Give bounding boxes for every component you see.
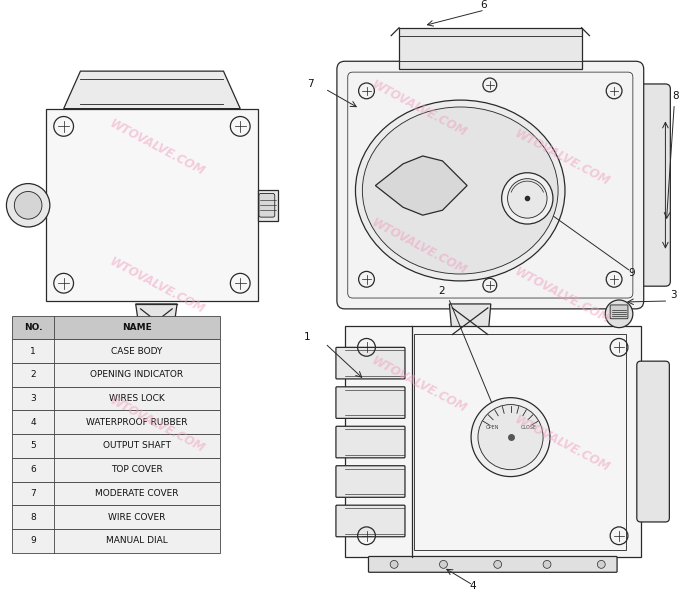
- Bar: [12, 363, 219, 387]
- Circle shape: [439, 561, 447, 568]
- Text: WTOVALVE.COM: WTOVALVE.COM: [369, 354, 469, 416]
- Text: WTOVALVE.COM: WTOVALVE.COM: [512, 265, 612, 327]
- Text: MANUAL DIAL: MANUAL DIAL: [106, 536, 167, 545]
- Polygon shape: [449, 304, 491, 339]
- Text: 9: 9: [30, 536, 36, 545]
- Text: 3: 3: [670, 290, 677, 300]
- Text: 3: 3: [30, 394, 36, 403]
- Polygon shape: [64, 71, 240, 108]
- FancyBboxPatch shape: [399, 28, 581, 69]
- Text: NAME: NAME: [122, 323, 152, 332]
- Text: WTOVALVE.COM: WTOVALVE.COM: [512, 413, 612, 475]
- Bar: [12, 316, 219, 339]
- Bar: [258, 189, 278, 221]
- FancyBboxPatch shape: [336, 426, 405, 458]
- Text: 5: 5: [30, 442, 36, 451]
- Circle shape: [507, 179, 547, 218]
- Text: WTOVALVE.COM: WTOVALVE.COM: [107, 117, 207, 179]
- Text: MODERATE COVER: MODERATE COVER: [95, 489, 178, 498]
- Circle shape: [390, 561, 398, 568]
- Bar: [12, 410, 219, 434]
- Text: 8: 8: [672, 91, 679, 101]
- Text: 5: 5: [194, 323, 201, 333]
- Text: WTOVALVE.COM: WTOVALVE.COM: [369, 78, 469, 139]
- Polygon shape: [136, 304, 177, 339]
- Text: 4: 4: [470, 581, 476, 591]
- Bar: [12, 505, 219, 529]
- Text: WIRES LOCK: WIRES LOCK: [109, 394, 165, 403]
- FancyBboxPatch shape: [369, 556, 617, 572]
- Text: 9: 9: [628, 268, 635, 278]
- Text: 1: 1: [304, 333, 310, 342]
- Polygon shape: [376, 156, 467, 215]
- Ellipse shape: [355, 100, 565, 281]
- Bar: [12, 529, 219, 552]
- Bar: [12, 458, 219, 481]
- Text: 6: 6: [480, 0, 486, 10]
- Text: WTOVALVE.COM: WTOVALVE.COM: [107, 394, 207, 455]
- Text: CLOSE: CLOSE: [520, 425, 536, 430]
- Text: 2: 2: [30, 371, 36, 379]
- Text: OPEN: OPEN: [486, 425, 499, 430]
- Circle shape: [478, 404, 543, 469]
- FancyBboxPatch shape: [610, 305, 628, 318]
- Text: 7: 7: [30, 489, 36, 498]
- FancyBboxPatch shape: [626, 84, 670, 286]
- Ellipse shape: [363, 107, 558, 274]
- FancyBboxPatch shape: [337, 61, 643, 309]
- Text: 8: 8: [30, 513, 36, 522]
- Bar: [12, 434, 219, 458]
- Circle shape: [494, 561, 501, 568]
- FancyBboxPatch shape: [336, 505, 405, 537]
- Circle shape: [471, 398, 550, 477]
- Text: TOP COVER: TOP COVER: [111, 465, 163, 474]
- Circle shape: [605, 300, 633, 327]
- FancyBboxPatch shape: [336, 348, 405, 379]
- Text: 1: 1: [30, 347, 36, 356]
- FancyBboxPatch shape: [345, 326, 641, 558]
- Circle shape: [598, 561, 605, 568]
- FancyBboxPatch shape: [637, 361, 669, 522]
- Text: OPENING INDICATOR: OPENING INDICATOR: [90, 371, 183, 379]
- Circle shape: [501, 173, 553, 224]
- Text: WATERPROOF RUBBER: WATERPROOF RUBBER: [86, 418, 187, 427]
- Text: WIRE COVER: WIRE COVER: [108, 513, 165, 522]
- Text: WTOVALVE.COM: WTOVALVE.COM: [107, 256, 207, 317]
- Bar: [12, 387, 219, 410]
- Bar: [12, 481, 219, 505]
- Text: NO.: NO.: [24, 323, 42, 332]
- FancyBboxPatch shape: [336, 466, 405, 497]
- Bar: [12, 339, 219, 363]
- Text: CASE BODY: CASE BODY: [111, 347, 163, 356]
- FancyBboxPatch shape: [259, 194, 275, 217]
- Text: 4: 4: [30, 418, 36, 427]
- Text: 7: 7: [307, 79, 313, 89]
- Circle shape: [14, 191, 42, 219]
- Text: WTOVALVE.COM: WTOVALVE.COM: [369, 216, 469, 277]
- Text: WTOVALVE.COM: WTOVALVE.COM: [512, 127, 612, 189]
- Circle shape: [6, 184, 50, 227]
- Text: OUTPUT SHAFT: OUTPUT SHAFT: [102, 442, 171, 451]
- Text: 2: 2: [438, 286, 445, 296]
- Text: 6: 6: [30, 465, 36, 474]
- Circle shape: [543, 561, 551, 568]
- FancyBboxPatch shape: [336, 387, 405, 419]
- FancyBboxPatch shape: [46, 108, 258, 301]
